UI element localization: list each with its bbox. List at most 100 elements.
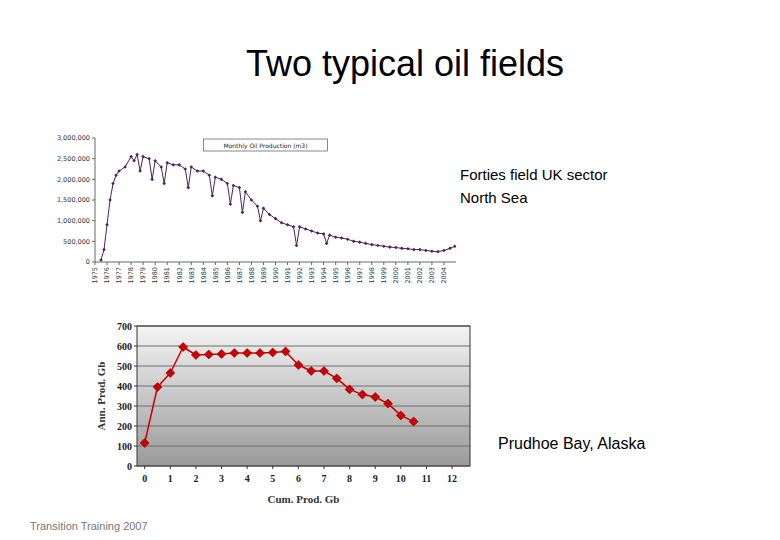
data-point (340, 236, 344, 240)
x-tick (155, 262, 156, 265)
x-tick (195, 466, 196, 469)
data-point (166, 369, 175, 378)
x-tick-label: 7 (321, 473, 326, 484)
data-point (150, 178, 154, 182)
data-point (183, 167, 187, 171)
data-point (304, 227, 308, 231)
data-point (99, 258, 103, 262)
y-tick (134, 386, 137, 387)
x-tick (263, 262, 264, 265)
data-point (322, 232, 326, 236)
x-tick-label: 1977 (115, 267, 123, 284)
data-point (396, 411, 405, 420)
y-tick-label: 100 (117, 441, 132, 452)
data-point (129, 155, 133, 159)
x-tick (144, 466, 145, 469)
data-point (346, 237, 350, 241)
x-tick (203, 262, 204, 265)
data-point (165, 161, 169, 165)
data-point (114, 173, 118, 177)
x-tick-label: 1999 (380, 267, 388, 284)
y-tick-label: 400 (117, 381, 132, 392)
data-point (238, 186, 242, 190)
x-tick-label: 8 (347, 473, 352, 484)
x-tick (371, 262, 372, 265)
y-tick-label: 0 (86, 258, 90, 266)
y-tick-label: 1,000,000 (57, 217, 90, 225)
y-tick-label: 200 (117, 421, 132, 432)
data-point (371, 393, 380, 402)
y-tick-label: 2,500,000 (57, 155, 90, 163)
background (0, 0, 780, 540)
grid-line (137, 386, 470, 387)
data-point (111, 182, 115, 186)
y-tick (134, 466, 137, 467)
x-tick (107, 262, 108, 265)
data-line (101, 155, 455, 260)
plot-frame (137, 326, 470, 466)
data-point (442, 249, 446, 253)
data-point (208, 173, 212, 177)
y-tick-label: 600 (117, 341, 132, 352)
data-point (412, 248, 416, 252)
x-tick-label: 1992 (296, 267, 304, 284)
data-point (177, 163, 181, 167)
x-tick (400, 466, 401, 469)
x-tick (221, 466, 222, 469)
x-tick (287, 262, 288, 265)
data-point (307, 367, 316, 376)
data-point (430, 249, 434, 253)
x-tick-label: 1993 (308, 267, 316, 284)
data-point (352, 240, 356, 244)
annotation: Prudhoe Bay, Alaska (498, 435, 645, 452)
x-tick-label: 1982 (176, 267, 184, 284)
data-point (332, 374, 341, 383)
data-point (298, 225, 302, 229)
data-point (211, 194, 215, 198)
plot-marks (140, 343, 418, 448)
x-tick-label: 1984 (200, 267, 208, 284)
data-point (370, 243, 374, 247)
data-point (179, 343, 188, 352)
x-tick-label: 1983 (188, 267, 196, 284)
data-point (186, 186, 190, 190)
data-point (274, 217, 278, 221)
data-point (217, 350, 226, 359)
data-point (364, 242, 368, 246)
x-tick (299, 262, 300, 265)
x-tick (323, 466, 324, 469)
data-point (153, 383, 162, 392)
data-point (250, 198, 254, 202)
x-tick (131, 262, 132, 265)
y-tick (134, 406, 137, 407)
chart-title-frame (203, 139, 327, 151)
x-tick-label: 1978 (127, 267, 135, 284)
x-tick-label: 1996 (344, 267, 352, 284)
y-tick-label: 0 (127, 461, 132, 472)
x-tick (395, 262, 396, 265)
y-tick (92, 158, 95, 159)
data-point (286, 223, 290, 227)
x-tick-label: 1990 (272, 267, 280, 284)
x-tick-label: 3 (219, 473, 224, 484)
x-tick-label: 12 (447, 473, 457, 484)
y-tick-label: 700 (117, 321, 132, 332)
y-tick (134, 346, 137, 347)
data-point (230, 349, 239, 358)
x-tick (143, 262, 144, 265)
x-tick (275, 262, 276, 265)
data-point (123, 165, 127, 169)
data-point (424, 249, 428, 253)
chart: 01002003004005006007000123456789101112Cu… (95, 321, 645, 506)
data-point (140, 439, 149, 448)
data-point (202, 169, 206, 173)
data-point (358, 240, 362, 244)
data-point (195, 169, 199, 173)
x-tick-label: 1979 (139, 267, 147, 284)
data-point (141, 155, 145, 159)
y-tick (92, 220, 95, 221)
x-tick (251, 262, 252, 265)
x-tick (431, 262, 432, 265)
data-point (384, 399, 393, 408)
data-point (102, 248, 106, 252)
